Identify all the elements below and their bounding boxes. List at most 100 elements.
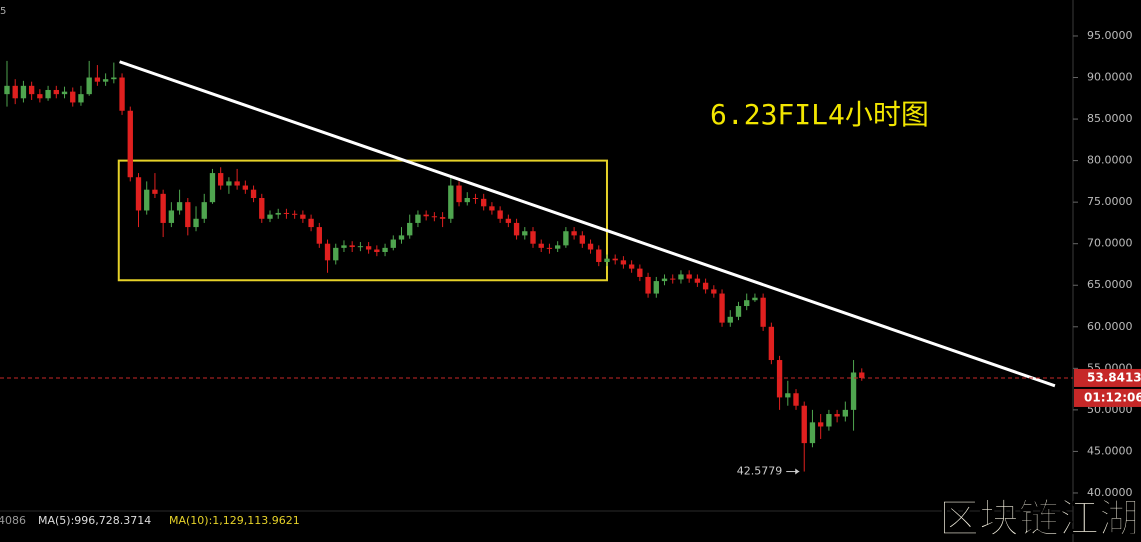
candle-body bbox=[423, 214, 429, 217]
countdown-tag bbox=[1074, 388, 1141, 407]
y-tick-label: 90.0000 bbox=[1087, 71, 1133, 84]
candle-body bbox=[45, 89, 51, 99]
candle-body bbox=[226, 181, 232, 186]
y-tick-label: 65.0000 bbox=[1087, 278, 1133, 291]
candle-body bbox=[653, 281, 659, 294]
candle-body bbox=[53, 89, 59, 95]
candle-body bbox=[678, 274, 684, 280]
candle-body bbox=[168, 210, 175, 223]
candle-body bbox=[20, 85, 27, 99]
candle-body bbox=[61, 91, 68, 95]
candle-body bbox=[448, 185, 454, 219]
candle-body bbox=[686, 274, 692, 279]
candle-body bbox=[28, 85, 35, 95]
candle-body bbox=[776, 360, 783, 398]
annotation-title: 6.23FIL4小时图 bbox=[710, 98, 929, 131]
candle-body bbox=[365, 246, 372, 250]
y-tick-label: 70.0000 bbox=[1087, 237, 1133, 250]
candle-body bbox=[4, 85, 10, 95]
candle-body bbox=[390, 239, 396, 248]
candle-body bbox=[620, 260, 627, 265]
range-box bbox=[117, 159, 608, 282]
min-arrow-head bbox=[795, 468, 800, 475]
candle-body bbox=[554, 245, 561, 249]
candle-body bbox=[86, 77, 92, 95]
candle-body bbox=[628, 264, 635, 269]
candle-body bbox=[144, 189, 150, 211]
candle-body bbox=[398, 235, 405, 240]
candle-body bbox=[809, 422, 816, 444]
candle-body bbox=[481, 198, 487, 207]
candle-body bbox=[152, 189, 158, 194]
candle-body bbox=[185, 202, 191, 228]
indicator: MA(10):1,129,113.9621 bbox=[169, 514, 300, 527]
candle-body bbox=[785, 393, 791, 398]
trendline bbox=[119, 60, 1056, 388]
candle-body bbox=[702, 282, 709, 290]
candle-body bbox=[439, 217, 446, 219]
candle-body bbox=[637, 268, 643, 277]
candle-body bbox=[119, 77, 125, 111]
candle-body bbox=[456, 185, 462, 203]
candle-body bbox=[752, 297, 758, 301]
candle-body bbox=[37, 94, 43, 99]
candle-body bbox=[291, 213, 298, 215]
candle-body bbox=[70, 91, 76, 103]
candle-body bbox=[596, 249, 602, 262]
candle-body bbox=[587, 243, 594, 250]
candle-body bbox=[801, 405, 807, 444]
indicator: MA(5):996,728.3714 bbox=[38, 514, 151, 527]
candle-body bbox=[842, 409, 849, 417]
candle-body bbox=[316, 227, 322, 244]
candle-body bbox=[719, 293, 725, 323]
candle-body bbox=[78, 94, 84, 103]
candle-body bbox=[464, 198, 470, 203]
y-tick-label: 40.0000 bbox=[1087, 486, 1133, 499]
candle-body bbox=[374, 249, 380, 253]
candle-body bbox=[250, 189, 257, 199]
candle-body bbox=[661, 278, 668, 282]
y-tick-label: 95.0000 bbox=[1087, 29, 1133, 42]
candle-body bbox=[209, 173, 216, 203]
candle-body bbox=[283, 212, 290, 214]
min-label: 42.5779 bbox=[737, 465, 783, 478]
corner-label: 5 bbox=[0, 6, 6, 17]
candle-body bbox=[218, 173, 224, 186]
candle-body bbox=[793, 393, 799, 406]
candle-body bbox=[530, 231, 536, 244]
candle-body bbox=[415, 214, 421, 223]
candle-body bbox=[694, 278, 701, 283]
candle-body bbox=[94, 77, 101, 82]
candle-body bbox=[127, 110, 133, 178]
candle-body bbox=[357, 246, 364, 248]
candle-body bbox=[193, 218, 199, 228]
watermark: 区块链江湖 bbox=[939, 496, 1139, 542]
candle-body bbox=[834, 414, 840, 417]
candle-body bbox=[768, 326, 775, 361]
y-tick-label: 75.0000 bbox=[1087, 195, 1133, 208]
candle-body bbox=[670, 278, 676, 280]
candle-body bbox=[341, 245, 347, 248]
candle-body bbox=[135, 177, 142, 211]
candle-body bbox=[300, 214, 306, 219]
candle-body bbox=[826, 414, 832, 427]
y-tick-label: 60.0000 bbox=[1087, 320, 1133, 333]
candle-body bbox=[407, 222, 413, 236]
price-tag bbox=[1074, 368, 1141, 387]
candle-body bbox=[176, 202, 183, 211]
candle-body bbox=[571, 231, 577, 236]
candle-body bbox=[242, 185, 249, 190]
candle-body bbox=[563, 231, 569, 246]
candle-body bbox=[522, 231, 528, 236]
candle-body bbox=[859, 372, 865, 378]
candle-body bbox=[850, 372, 857, 410]
candle-body bbox=[234, 181, 240, 186]
y-tick-label: 45.0000 bbox=[1087, 444, 1133, 457]
candle-body bbox=[760, 297, 766, 327]
candle-body bbox=[111, 77, 117, 80]
candle-body bbox=[472, 198, 479, 200]
candle-body bbox=[645, 276, 651, 294]
candle-body bbox=[711, 289, 717, 294]
candle-body bbox=[546, 247, 553, 249]
